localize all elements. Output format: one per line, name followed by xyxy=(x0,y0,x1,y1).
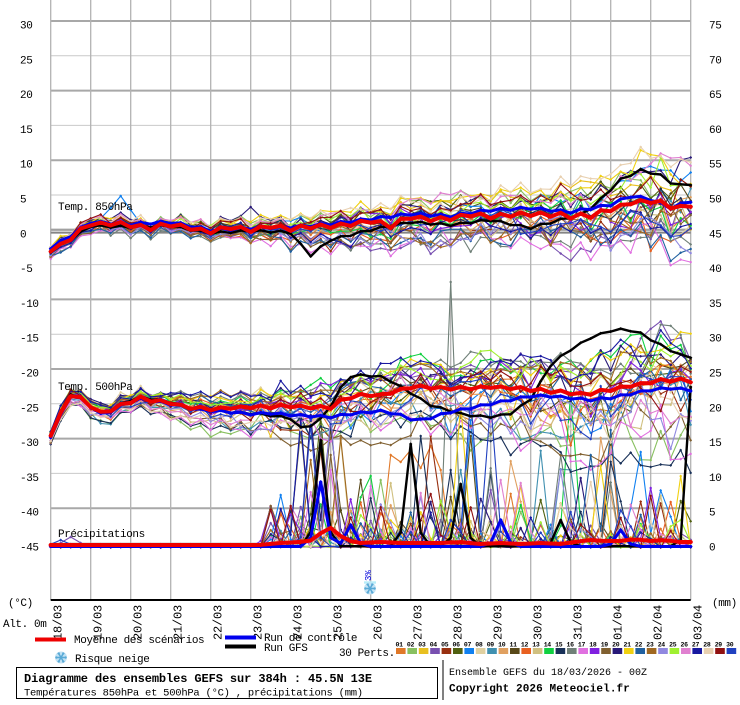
svg-text:Diagramme des ensembles GEFS s: Diagramme des ensembles GEFS sur 384h : … xyxy=(24,672,372,686)
svg-text:40: 40 xyxy=(709,264,721,276)
svg-text:19: 19 xyxy=(601,642,609,649)
svg-text:45: 45 xyxy=(709,229,721,241)
svg-text:3%: 3% xyxy=(364,570,374,581)
svg-text:07: 07 xyxy=(464,642,472,649)
svg-text:18: 18 xyxy=(589,642,597,649)
svg-text:02/04: 02/04 xyxy=(652,605,666,640)
svg-text:-40: -40 xyxy=(20,508,39,520)
svg-text:28/03: 28/03 xyxy=(452,605,466,640)
svg-text:-45: -45 xyxy=(20,543,39,555)
svg-text:30/03: 30/03 xyxy=(532,605,546,640)
svg-text:Temp. 500hPa: Temp. 500hPa xyxy=(58,382,133,394)
svg-text:03/04: 03/04 xyxy=(692,605,706,640)
svg-text:-15: -15 xyxy=(20,334,39,346)
svg-text:Températures 850hPa et 500hPa: Températures 850hPa et 500hPa (°C) , pré… xyxy=(24,688,363,700)
svg-text:50: 50 xyxy=(709,195,721,207)
svg-text:27/03: 27/03 xyxy=(412,605,426,640)
svg-text:Moyenne des scénarios: Moyenne des scénarios xyxy=(74,635,204,647)
svg-text:11: 11 xyxy=(510,642,518,649)
svg-text:20: 20 xyxy=(709,403,721,415)
svg-text:30: 30 xyxy=(709,334,721,346)
svg-text:-5: -5 xyxy=(20,264,32,276)
svg-text:10: 10 xyxy=(498,642,506,649)
svg-text:22/03: 22/03 xyxy=(212,605,226,640)
svg-text:31/03: 31/03 xyxy=(572,605,586,640)
svg-text:30: 30 xyxy=(726,642,734,649)
svg-text:Risque neige: Risque neige xyxy=(75,654,149,666)
svg-text:28: 28 xyxy=(703,642,711,649)
svg-text:09: 09 xyxy=(487,642,495,649)
svg-text:Temp. 850hPa: Temp. 850hPa xyxy=(58,202,133,214)
svg-text:25: 25 xyxy=(669,642,677,649)
svg-text:14: 14 xyxy=(544,642,552,649)
svg-text:30 Perts.: 30 Perts. xyxy=(339,648,395,660)
svg-text:Ensemble GEFS du 18/03/2026 -: Ensemble GEFS du 18/03/2026 - 00Z xyxy=(449,667,647,679)
svg-text:Alt. 0m: Alt. 0m xyxy=(3,619,47,631)
svg-text:02: 02 xyxy=(407,642,415,649)
svg-text:01/04: 01/04 xyxy=(612,605,626,640)
svg-text:30: 30 xyxy=(20,21,32,33)
svg-text:22: 22 xyxy=(635,642,643,649)
svg-text:24: 24 xyxy=(658,642,666,649)
svg-text:60: 60 xyxy=(709,125,721,137)
svg-text:20: 20 xyxy=(612,642,620,649)
svg-text:-20: -20 xyxy=(20,369,39,381)
svg-text:65: 65 xyxy=(709,90,721,102)
svg-text:0: 0 xyxy=(20,229,26,241)
svg-text:12: 12 xyxy=(521,642,529,649)
svg-text:Précipitations: Précipitations xyxy=(58,529,145,541)
svg-text:0: 0 xyxy=(709,543,715,555)
svg-text:26/03: 26/03 xyxy=(372,605,386,640)
svg-text:(°C): (°C) xyxy=(8,598,33,610)
svg-text:26: 26 xyxy=(681,642,689,649)
svg-text:Copyright 2026 Meteociel.fr: Copyright 2026 Meteociel.fr xyxy=(449,684,630,696)
svg-text:(mm): (mm) xyxy=(712,598,737,610)
svg-text:21: 21 xyxy=(624,642,632,649)
svg-text:20: 20 xyxy=(20,90,32,102)
svg-text:23: 23 xyxy=(646,642,654,649)
svg-text:18/03: 18/03 xyxy=(52,605,66,640)
svg-text:55: 55 xyxy=(709,160,721,172)
svg-text:10: 10 xyxy=(709,473,721,485)
svg-text:25: 25 xyxy=(20,55,32,67)
svg-text:01: 01 xyxy=(396,642,404,649)
svg-text:10: 10 xyxy=(20,160,32,172)
svg-text:29/03: 29/03 xyxy=(492,605,506,640)
svg-text:-30: -30 xyxy=(20,438,39,450)
svg-text:06: 06 xyxy=(453,642,461,649)
svg-text:29: 29 xyxy=(715,642,723,649)
svg-text:5: 5 xyxy=(20,195,26,207)
svg-text:17: 17 xyxy=(578,642,586,649)
svg-text:25: 25 xyxy=(709,369,721,381)
svg-text:16: 16 xyxy=(567,642,575,649)
svg-text:-35: -35 xyxy=(20,473,39,485)
svg-text:05: 05 xyxy=(441,642,449,649)
svg-text:70: 70 xyxy=(709,55,721,67)
svg-text:13: 13 xyxy=(532,642,540,649)
svg-text:15: 15 xyxy=(20,125,32,137)
svg-text:27: 27 xyxy=(692,642,700,649)
svg-text:35: 35 xyxy=(709,299,721,311)
svg-text:08: 08 xyxy=(475,642,483,649)
svg-text:15: 15 xyxy=(709,438,721,450)
svg-text:75: 75 xyxy=(709,21,721,33)
svg-text:04: 04 xyxy=(430,642,438,649)
svg-text:15: 15 xyxy=(555,642,563,649)
svg-text:-25: -25 xyxy=(20,403,39,415)
svg-text:03: 03 xyxy=(418,642,426,649)
svg-text:Run GFS: Run GFS xyxy=(264,643,308,655)
svg-text:-10: -10 xyxy=(20,299,39,311)
svg-text:5: 5 xyxy=(709,508,715,520)
